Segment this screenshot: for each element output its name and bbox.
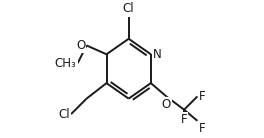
Text: F: F bbox=[181, 113, 187, 126]
Text: Cl: Cl bbox=[123, 2, 134, 15]
Text: F: F bbox=[199, 90, 205, 103]
Text: Cl: Cl bbox=[58, 108, 70, 121]
Text: O: O bbox=[76, 39, 86, 52]
Text: N: N bbox=[153, 48, 162, 61]
Text: F: F bbox=[199, 122, 205, 135]
Text: O: O bbox=[162, 98, 171, 111]
Text: CH₃: CH₃ bbox=[55, 57, 77, 70]
